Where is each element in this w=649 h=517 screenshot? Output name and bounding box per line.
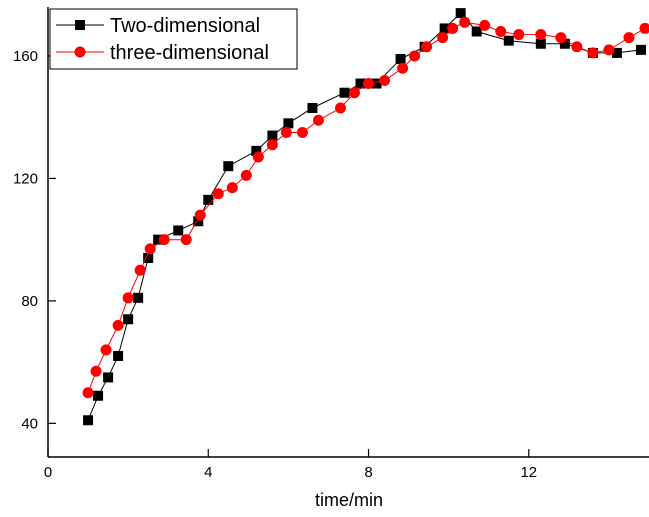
data-point: [212, 188, 224, 200]
data-point: [240, 169, 252, 181]
data-point: [123, 314, 134, 325]
data-point: [339, 87, 350, 98]
data-point: [134, 264, 146, 276]
x-tick-label: 0: [44, 464, 52, 481]
x-tick-label: 12: [520, 464, 537, 481]
legend-square-marker: [75, 20, 85, 30]
data-point: [153, 234, 164, 245]
data-point: [421, 41, 433, 53]
axes-layer: 0 4 8 12 40 80 120 160: [13, 7, 649, 481]
data-point: [203, 194, 214, 205]
data-point: [312, 114, 324, 126]
plot-background: [48, 7, 649, 457]
data-point: [103, 372, 114, 383]
data-point: [283, 118, 294, 129]
data-point: [226, 182, 238, 194]
data-point: [559, 38, 570, 49]
data-point: [611, 47, 622, 58]
data-point: [395, 54, 406, 65]
data-point: [587, 47, 599, 59]
data-point: [307, 103, 318, 114]
data-point: [513, 29, 525, 41]
legend: Two-dimensional three-dimensional: [49, 8, 298, 70]
data-point: [479, 19, 491, 31]
data-point: [447, 22, 459, 34]
legend-label: Two-dimensional: [110, 15, 260, 37]
data-point: [193, 216, 204, 227]
data-point: [122, 292, 134, 304]
data-point: [555, 32, 567, 44]
data-point: [639, 22, 649, 34]
data-point: [133, 292, 144, 303]
data-point: [571, 41, 583, 53]
data-point: [459, 16, 471, 28]
data-point: [635, 44, 646, 55]
data-point: [144, 243, 156, 255]
series-layer: [82, 8, 649, 426]
data-point: [371, 78, 382, 89]
data-point: [113, 350, 124, 361]
data-point: [93, 390, 104, 401]
data-point: [623, 32, 635, 44]
data-point: [535, 38, 546, 49]
data-point: [223, 161, 234, 172]
y-tick-label: 40: [21, 415, 38, 432]
data-point: [100, 344, 112, 356]
data-point: [355, 78, 366, 89]
data-point: [83, 415, 94, 426]
y-tick-label: 160: [13, 48, 38, 65]
data-point: [439, 23, 450, 34]
data-point: [112, 319, 124, 331]
data-point: [82, 387, 94, 399]
data-point: [252, 151, 264, 163]
data-point: [409, 50, 421, 62]
x-axis-title: time/min: [315, 490, 383, 510]
data-point: [296, 127, 308, 139]
data-point: [267, 130, 278, 141]
data-point: [535, 29, 547, 41]
data-point: [503, 35, 514, 46]
legend-box: [49, 8, 298, 70]
data-point: [251, 145, 262, 156]
data-point: [194, 209, 206, 221]
y-tick-label: 80: [21, 293, 38, 310]
data-point: [471, 26, 482, 37]
data-point: [363, 78, 375, 90]
data-point: [437, 32, 449, 44]
data-point: [495, 25, 507, 37]
data-point: [349, 87, 361, 99]
legend-circle-marker: [74, 46, 86, 58]
data-point: [266, 139, 278, 151]
y-tick-label: 120: [13, 170, 38, 187]
legend-label: three-dimensional: [110, 42, 269, 64]
data-point: [173, 225, 184, 236]
x-tick-label: 4: [204, 464, 212, 481]
data-point: [334, 102, 346, 114]
data-point: [397, 62, 409, 74]
data-point: [90, 365, 102, 377]
data-point: [143, 253, 154, 264]
series-three-dimensional: [82, 16, 649, 399]
data-point: [379, 74, 391, 86]
data-point: [603, 44, 615, 56]
data-point: [158, 234, 170, 246]
x-tick-label: 8: [364, 464, 372, 481]
data-point: [280, 127, 292, 139]
data-point: [455, 8, 466, 19]
data-point: [180, 234, 192, 246]
